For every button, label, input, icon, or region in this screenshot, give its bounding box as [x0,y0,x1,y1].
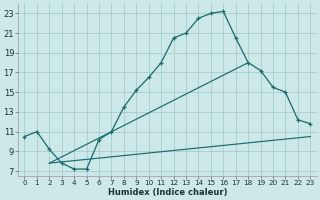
X-axis label: Humidex (Indice chaleur): Humidex (Indice chaleur) [108,188,227,197]
